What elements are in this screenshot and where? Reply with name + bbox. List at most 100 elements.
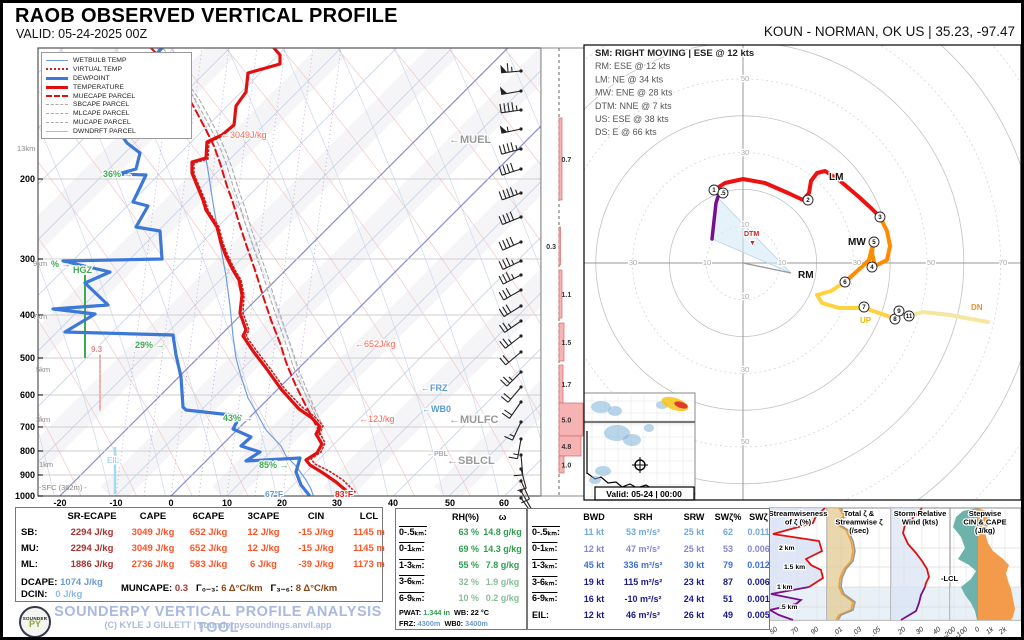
omega-bar-label: 1.7	[562, 382, 572, 389]
ring-label: 30	[853, 258, 861, 267]
virtual-line-swatch	[46, 68, 68, 71]
omega-bar-label: 5.0	[562, 418, 572, 425]
skewt-annotation: EIL	[107, 456, 120, 465]
panel-tick-label: 90	[810, 626, 821, 636]
rh-row: 3-6ₖₘ: 32 % 1.9 g/kg	[399, 576, 520, 587]
panel-title: Wind (kts)	[902, 518, 939, 527]
height-label: 9km	[33, 259, 47, 268]
panel-height-label: 2 km	[779, 545, 795, 552]
omega-bar-label: 4.8	[562, 444, 572, 451]
kin-row-eil: EIL: 12 kt 46 m²/s² 26 kt 49 0.005	[532, 610, 770, 621]
panel-tick-label: 20	[896, 626, 907, 637]
height-label: -SFC (362m) -	[39, 483, 87, 492]
skewt-annotation: ←MUEL	[449, 134, 491, 146]
legend-item: VIRTUAL TEMP	[46, 65, 187, 74]
thermo-row-sb: SB: 2294 J/kg 3049 J/kg 652 J/kg 12 J/kg…	[21, 526, 385, 538]
hodograph-plot-area: 50 30 10 10 30 50 30 10 10 30 50 70 1 .5 2 3 4 5 6 7 89 11 LM M…	[584, 45, 1021, 500]
dcape-row: DCAPE: 1074 J/kg	[21, 577, 103, 588]
footer-tool-name: SOUNDERPY VERTICAL PROFILE ANALYSIS TOOL	[54, 604, 382, 636]
muncape-row: MUNCAPE: 0.3 Γ₀₋₃: 6 Δ°C/km Γ₃₋₆: 8 Δ°C/…	[121, 583, 338, 594]
rh-header-row: RH(%) ω	[452, 511, 507, 522]
hodo-label: RM	[798, 270, 814, 281]
ring-label: 50	[927, 258, 935, 267]
rh-row: 0-1ₖₘ: 69 % 14.3 g/kg	[399, 543, 522, 554]
height-marker	[858, 301, 870, 313]
map-valid-label: Valid: 05-24 | 00:00	[606, 489, 682, 499]
panel-tick-label: .05	[870, 626, 882, 638]
omega-bar	[558, 322, 565, 362]
panel-title: Total ζ &	[844, 509, 875, 518]
trace-1-3km	[712, 169, 882, 219]
temp-tick-label: 60	[499, 498, 509, 508]
kin-row: 3-6ₖₘ: 19 kt 115 m²/s² 23 kt 87 0.006	[532, 576, 770, 588]
height-marker	[802, 194, 814, 206]
skewt-annotation: 85% →	[259, 460, 289, 470]
height-label: 1km	[39, 460, 53, 469]
skewt-annotation: ←652J/kg	[355, 339, 396, 349]
height-label: 5km	[36, 365, 50, 374]
ring-label: 10	[778, 258, 786, 267]
skewt-annotation: ←SBLCL	[447, 455, 495, 467]
kin-row: 0-.5ₖₘ: 11 kt 53 m²/s² 25 kt 62 0.011	[532, 526, 770, 538]
hodo-label: UP	[860, 316, 872, 325]
ring-label: 30	[741, 365, 749, 374]
skewt-annotation: 67°F	[265, 489, 283, 499]
height-label: 3km	[36, 415, 50, 424]
rh-row: 0-.5ₖₘ: 63 % 14.8 g/kg	[399, 526, 522, 538]
hodo-label: DN	[971, 303, 983, 312]
ring-label: 10	[741, 292, 749, 301]
skewt-annotation: ←FRZ	[421, 383, 448, 393]
srw-curve-lower	[900, 586, 926, 621]
legend-item: DEWPOINT	[46, 74, 187, 83]
inset-map: Valid: 05-24 | 00:00	[583, 392, 696, 501]
skewt-annotation: 36% →	[103, 169, 133, 179]
sounderpy-logo: SOUNDER PY	[19, 606, 51, 637]
kin-row: 0-1ₖₘ: 12 kt 47 m²/s² 25 kt 53 0.006	[532, 543, 770, 554]
skewt-annotation: HGZ	[73, 265, 93, 275]
stepwise-cin-fill	[953, 508, 978, 620]
mlcape-parcel-curve	[162, 48, 322, 424]
omega-bar	[558, 269, 563, 319]
frz-row: FRZ: 4300m WB0: 3400m	[399, 618, 488, 628]
svg-text:4: 4	[870, 264, 874, 271]
virtual-temp-curve	[193, 134, 356, 493]
hodo-label: LM	[829, 172, 843, 183]
wetbulb-line-swatch	[46, 59, 68, 61]
height-label: 13km	[17, 144, 35, 153]
streamwise-vorticity-curve	[833, 507, 854, 621]
rh-row: 1-3ₖₘ: 55 % 7.8 g/kg	[399, 559, 520, 571]
ring-label: 50	[741, 74, 749, 83]
panel-tick-label: -100	[954, 626, 969, 640]
panel-title: CIN & CAPE	[963, 518, 1006, 527]
svg-text:9: 9	[897, 308, 901, 315]
temp-tick-label: -20	[53, 498, 66, 508]
dcin-row: DCIN: 0 J/kg	[21, 589, 83, 600]
panel-tick-label: -200	[942, 626, 957, 640]
panel-tick-label: 1k	[985, 626, 996, 636]
hodo-label: MW	[848, 237, 866, 248]
skewt-annotation: ←3049J/kg	[221, 130, 267, 140]
svg-text:5: 5	[872, 239, 876, 246]
streamwiseness-curve-lower	[769, 586, 810, 621]
legend-item: MUECAPE PARCEL	[46, 92, 187, 101]
pressure-tick-label: 600	[20, 390, 35, 400]
legend-item: SBCAPE PARCEL	[46, 100, 187, 109]
lcl-label: -LCL	[941, 574, 958, 583]
ring-label: 10	[703, 258, 711, 267]
storm-motion-info-line: DTM: NNE @ 7 kts	[595, 101, 672, 111]
svg-text:8: 8	[893, 316, 897, 323]
footer-credit: (C) KYLE J GILLETT | sounderpysoundings.…	[104, 620, 332, 630]
legend-item: WETBULB TEMP	[46, 56, 187, 65]
kin-row: 6-9ₖₘ: 16 kt -10 m²/s² 24 kt 51 0.001	[532, 593, 770, 604]
rh-omega-table: RH(%) ω 0-.5ₖₘ: 63 % 14.8 g/kg 0-1ₖₘ: 69 % 1…	[395, 508, 527, 630]
trace-3-6km	[843, 215, 892, 284]
mucape-line-swatch	[46, 122, 68, 124]
mini-panels: 50 70 90 .01 .03 .05 20 30 40 -200-100 0 1k 2k Stream…	[769, 507, 1021, 640]
temp-tick-label: 10	[222, 498, 232, 508]
panel-title: Storm Relative	[894, 509, 947, 518]
dwndrft-line-swatch	[46, 131, 68, 133]
panel-title: of ζ (%)	[785, 518, 812, 527]
panel-tick-label: 40	[932, 626, 943, 636]
panel-title: (/sec)	[849, 526, 869, 535]
